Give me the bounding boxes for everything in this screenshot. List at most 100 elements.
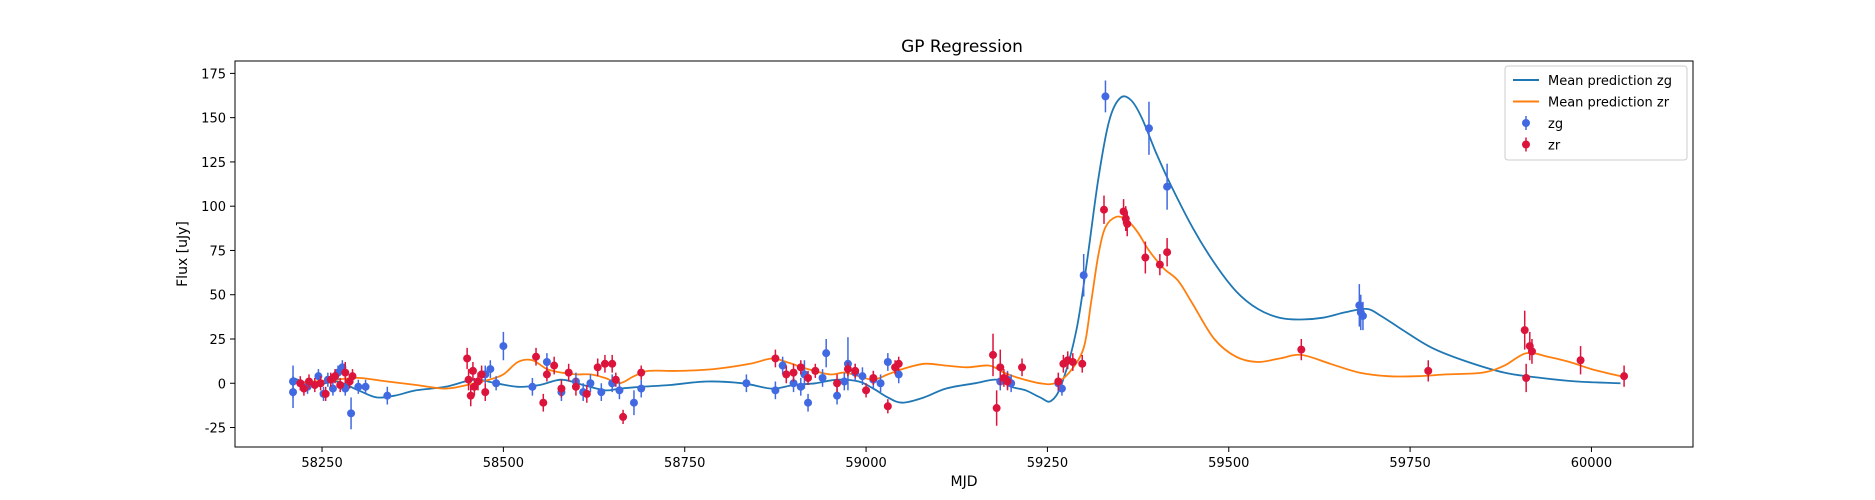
data-point bbox=[464, 375, 473, 384]
data-point bbox=[796, 382, 805, 391]
data-point bbox=[542, 370, 551, 379]
legend-label: zg bbox=[1548, 117, 1563, 132]
data-point bbox=[539, 398, 548, 407]
data-point bbox=[1018, 363, 1027, 372]
data-point bbox=[637, 368, 646, 377]
x-tick-label: 58750 bbox=[664, 456, 705, 471]
data-point bbox=[466, 391, 475, 400]
data-point bbox=[833, 391, 842, 400]
x-tick-label: 59500 bbox=[1208, 456, 1249, 471]
y-tick-label: 25 bbox=[209, 333, 226, 348]
data-point bbox=[796, 363, 805, 372]
data-point bbox=[996, 363, 1005, 372]
series-line-mean-prediction-zg bbox=[292, 95, 1621, 404]
data-point bbox=[336, 381, 345, 390]
data-point bbox=[304, 377, 313, 386]
data-point bbox=[597, 388, 606, 397]
data-point bbox=[474, 377, 482, 386]
data-point bbox=[582, 389, 591, 398]
y-tick-label: 150 bbox=[201, 112, 226, 127]
data-point bbox=[1078, 359, 1087, 368]
data-point bbox=[348, 372, 357, 381]
data-point bbox=[321, 389, 330, 398]
data-point bbox=[804, 373, 813, 382]
data-point bbox=[862, 386, 871, 395]
data-point bbox=[1163, 182, 1172, 191]
data-point bbox=[1144, 124, 1153, 133]
legend-label: zr bbox=[1548, 139, 1561, 154]
data-point bbox=[804, 398, 813, 407]
data-point bbox=[289, 388, 298, 397]
data-point bbox=[789, 379, 798, 388]
data-point bbox=[883, 358, 892, 367]
data-point bbox=[1527, 347, 1536, 356]
legend: Mean prediction zg Mean prediction zr zg zr bbox=[1504, 65, 1688, 161]
data-point bbox=[1099, 205, 1108, 214]
data-point bbox=[586, 379, 595, 388]
plot-area bbox=[289, 80, 1629, 430]
data-point bbox=[1620, 372, 1629, 381]
data-point bbox=[532, 352, 541, 361]
data-point bbox=[1358, 311, 1367, 320]
data-point bbox=[1297, 345, 1306, 354]
y-tick-label: 75 bbox=[209, 244, 226, 259]
legend-swatch-marker bbox=[1522, 140, 1530, 149]
data-point bbox=[361, 382, 370, 391]
data-point bbox=[564, 368, 573, 377]
data-point bbox=[331, 372, 340, 381]
data-point bbox=[383, 391, 392, 400]
data-point bbox=[486, 365, 495, 374]
data-point bbox=[894, 370, 903, 379]
data-point bbox=[593, 363, 602, 372]
data-point bbox=[341, 368, 350, 377]
data-point bbox=[619, 412, 628, 421]
data-point bbox=[615, 386, 624, 395]
data-point bbox=[851, 366, 860, 375]
x-tick-label: 60000 bbox=[1571, 456, 1612, 471]
legend-label: Mean prediction zg bbox=[1548, 74, 1672, 89]
data-point bbox=[894, 359, 903, 368]
series-points-zr bbox=[296, 195, 1629, 426]
data-point bbox=[463, 354, 472, 363]
data-point bbox=[876, 379, 885, 388]
data-point bbox=[818, 373, 827, 382]
legend-label: Mean prediction zr bbox=[1548, 96, 1670, 111]
data-point bbox=[869, 373, 878, 382]
data-point bbox=[299, 384, 308, 393]
data-point bbox=[354, 382, 363, 391]
data-point bbox=[1520, 326, 1529, 335]
data-point bbox=[771, 354, 780, 363]
data-point bbox=[347, 409, 356, 418]
data-point bbox=[1068, 358, 1077, 367]
y-tick-label: 175 bbox=[201, 67, 226, 82]
data-point bbox=[316, 379, 325, 388]
data-point bbox=[1155, 260, 1164, 269]
data-point bbox=[571, 382, 580, 391]
x-tick-label: 59750 bbox=[1389, 456, 1430, 471]
x-tick-label: 59000 bbox=[845, 456, 886, 471]
data-point bbox=[778, 361, 787, 370]
data-point bbox=[1057, 384, 1066, 393]
data-point bbox=[771, 386, 780, 395]
data-point bbox=[492, 379, 501, 388]
data-point bbox=[1163, 248, 1172, 257]
data-point bbox=[499, 342, 508, 351]
y-tick-label: 50 bbox=[209, 289, 226, 304]
y-tick-label: -25 bbox=[205, 422, 226, 437]
data-point bbox=[1424, 366, 1433, 375]
legend-swatch-marker bbox=[1522, 119, 1530, 127]
data-point bbox=[833, 379, 842, 388]
x-tick-label: 58500 bbox=[483, 456, 524, 471]
data-point bbox=[550, 361, 559, 370]
data-point bbox=[1101, 92, 1110, 101]
data-point bbox=[1576, 356, 1585, 365]
data-point bbox=[1141, 253, 1150, 262]
x-tick-label: 58250 bbox=[301, 456, 342, 471]
data-point bbox=[1003, 377, 1012, 386]
data-point bbox=[477, 370, 486, 379]
data-point bbox=[989, 350, 998, 359]
y-axis-label: Flux [uJy] bbox=[175, 221, 191, 287]
x-axis: 58250 58500 58750 59000 59250 59500 59750 60000 bbox=[301, 447, 1612, 471]
data-point bbox=[782, 370, 791, 379]
